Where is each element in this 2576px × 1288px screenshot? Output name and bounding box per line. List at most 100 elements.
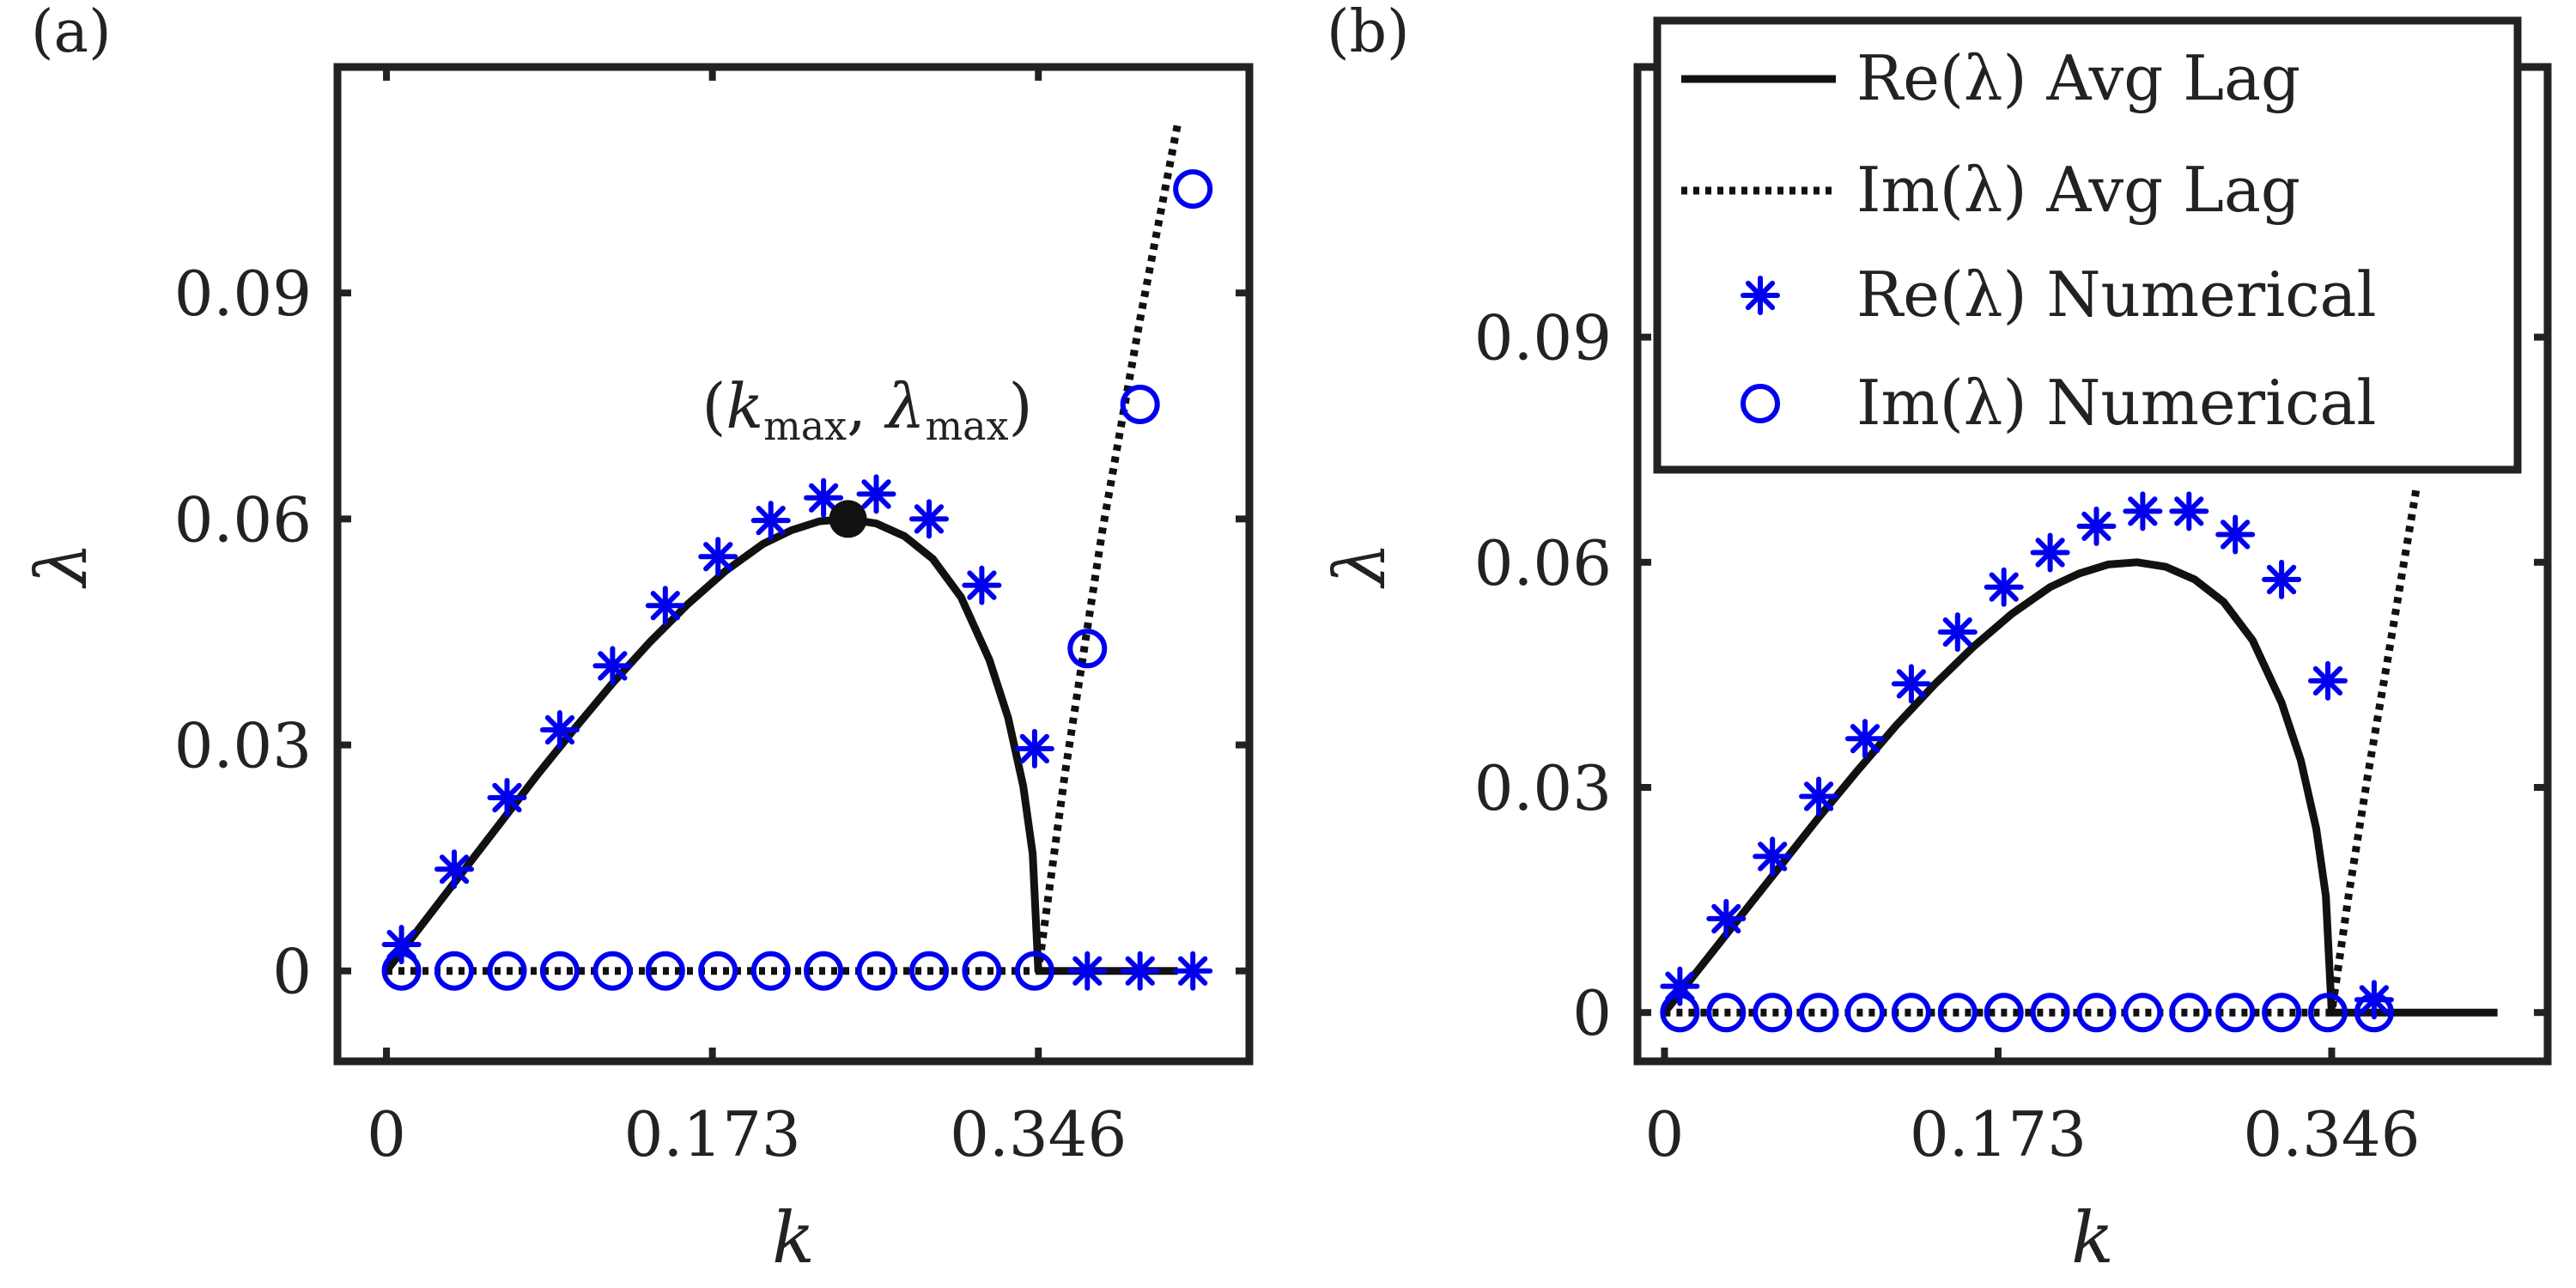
panel-a-re-numerical-point bbox=[592, 646, 633, 686]
panel-a-im-numerical-point bbox=[434, 951, 474, 991]
panel-b-re-numerical-point bbox=[2123, 491, 2163, 532]
panel-b-re-numerical-point bbox=[1984, 567, 2024, 607]
panel-a-im-numerical-point bbox=[1014, 951, 1054, 991]
panel-b-re-numerical-point bbox=[2262, 559, 2302, 599]
panel-a-im-numerical-point bbox=[645, 951, 685, 991]
legend-entry-im-numerical: Im(λ) Numerical bbox=[1856, 367, 2376, 439]
panel-b-re-numerical-point bbox=[1891, 664, 1931, 704]
panel-b-re-numerical-point bbox=[2169, 491, 2209, 532]
panel-b-im-numerical-point bbox=[1706, 993, 1747, 1033]
legend-entry-re-avg-lag: Re(λ) Avg Lag bbox=[1856, 42, 2300, 114]
panel-a-y-axis-label: λ bbox=[21, 542, 103, 589]
panel-a-axes-box bbox=[333, 63, 1254, 1066]
panel-b-im-numerical-point bbox=[2169, 993, 2209, 1033]
panel-a: (a) 0 0.173 0.346 0 0.03 0.06 0.09 k λ (kmax, … bbox=[21, 0, 1254, 1279]
panel-a-x-axis-label: k bbox=[772, 1198, 815, 1279]
panel-a-y-tick-label: 0.06 bbox=[174, 483, 312, 556]
panel-b-re-numerical-point bbox=[2354, 980, 2394, 1020]
panel-b-label: (b) bbox=[1327, 0, 1410, 66]
panel-b-im-numerical-point bbox=[2262, 993, 2302, 1033]
panel-b-im-numerical-point bbox=[1891, 993, 1931, 1033]
panel-b-re-numerical-point bbox=[1706, 898, 1747, 939]
panel-b-re-numerical-point bbox=[1845, 719, 1885, 759]
panel-a-max-point-marker bbox=[829, 500, 867, 538]
panel-b-y-tick-label: 0.03 bbox=[1474, 752, 1612, 824]
panel-a-re-numerical-point bbox=[487, 778, 527, 817]
panel-b-im-numerical-point bbox=[1845, 993, 1885, 1033]
panel-a-re-numerical-point bbox=[804, 477, 844, 518]
panel-a-im-numerical-point bbox=[487, 951, 527, 991]
legend-box bbox=[1653, 16, 2522, 474]
panel-b-im-numerical-point bbox=[2308, 993, 2348, 1033]
panel-b-re-numerical-point bbox=[2076, 506, 2117, 546]
panel-a-series-im-avg-lag-line bbox=[386, 122, 1182, 975]
panel-b-x-tick-label: 0.346 bbox=[2243, 1098, 2420, 1170]
panel-b-re-numerical-point bbox=[2215, 514, 2256, 555]
panel-a-y-tick-label: 0.03 bbox=[174, 710, 312, 782]
panel-a-annotation-kmax-lambdamax: (kmax, λmax) bbox=[702, 370, 1032, 449]
panel-a-label: (a) bbox=[31, 0, 112, 66]
panel-b-re-numerical-point bbox=[1937, 612, 1978, 653]
panel-a-re-numerical-point bbox=[1120, 951, 1160, 991]
panel-a-re-numerical-point bbox=[962, 565, 1002, 605]
panel-a-re-numerical-point bbox=[750, 501, 791, 541]
legend-asterisk-mark bbox=[1741, 276, 1780, 315]
panel-a-im-numerical-point bbox=[381, 951, 422, 991]
panel-b-re-numerical-point bbox=[1753, 836, 1793, 877]
panel-b-y-tick-label: 0.09 bbox=[1474, 302, 1612, 374]
panel-b: (b) 0 0.173 0.346 0 0.03 0.06 0.09 k λ bbox=[1320, 0, 2552, 1279]
panel-b-x-tick-label: 0 bbox=[1645, 1098, 1685, 1170]
panel-b-plot-area: 0 0.173 0.346 0 0.03 0.06 0.09 bbox=[1474, 67, 2548, 1170]
panel-a-im-numerical-point bbox=[698, 951, 738, 991]
panel-b-im-numerical-point bbox=[1799, 993, 1839, 1033]
legend: Re(λ) Avg Lag Im(λ) Avg Lag Re(λ) Numeri… bbox=[1653, 16, 2522, 474]
panel-a-im-numerical-point bbox=[1173, 169, 1213, 210]
panel-b-re-numerical-point bbox=[1799, 776, 1839, 817]
panel-b-im-numerical-point bbox=[2123, 993, 2163, 1033]
panel-a-im-numerical-point bbox=[856, 951, 896, 991]
panel-a-y-tick-label: 0.09 bbox=[174, 258, 312, 330]
panel-b-y-tick-label: 0.06 bbox=[1474, 527, 1612, 599]
panel-a-im-numerical-point bbox=[962, 951, 1002, 991]
panel-a-re-numerical-point bbox=[434, 849, 474, 890]
panel-b-x-tick-label: 0.173 bbox=[1910, 1098, 2087, 1170]
panel-a-im-numerical-point bbox=[750, 951, 791, 991]
panel-b-im-numerical-point bbox=[2215, 993, 2256, 1033]
panel-b-re-numerical-point bbox=[1660, 966, 1700, 1006]
panel-a-re-numerical-point bbox=[698, 537, 738, 577]
panel-a-re-numerical-point bbox=[1173, 951, 1213, 991]
panel-b-im-numerical-point bbox=[2076, 993, 2117, 1033]
panel-b-y-tick-label: 0 bbox=[1572, 977, 1612, 1049]
panel-b-re-numerical-point bbox=[2308, 660, 2348, 701]
panel-b-im-numerical-point bbox=[1984, 993, 2024, 1033]
panel-b-y-axis-label: λ bbox=[1320, 542, 1401, 589]
panel-b-im-numerical-point bbox=[1937, 993, 1978, 1033]
panel-b-series-im-avg-lag-line bbox=[1664, 486, 2421, 1017]
panel-b-im-numerical-point bbox=[2354, 993, 2394, 1033]
panel-a-im-numerical-point bbox=[909, 951, 949, 991]
panel-a-im-numerical-point bbox=[539, 951, 580, 991]
panel-a-x-tick-label: 0.346 bbox=[950, 1098, 1127, 1170]
panel-b-x-axis-label: k bbox=[2071, 1198, 2114, 1279]
panel-b-im-numerical-point bbox=[1660, 993, 1700, 1033]
legend-entry-im-avg-lag: Im(λ) Avg Lag bbox=[1856, 154, 2300, 226]
legend-entry-re-numerical: Re(λ) Numerical bbox=[1856, 258, 2377, 331]
panel-b-im-numerical-point bbox=[1753, 993, 1793, 1033]
panel-a-im-numerical-point bbox=[1067, 629, 1108, 669]
panel-a-re-numerical-point bbox=[539, 710, 580, 750]
panel-a-x-tick-label: 0.173 bbox=[624, 1098, 801, 1170]
legend-asterisk-icon bbox=[1741, 276, 1780, 315]
panel-a-re-numerical-point bbox=[1067, 951, 1108, 991]
panel-a-re-numerical-point bbox=[1014, 728, 1054, 769]
panel-a-re-numerical-point bbox=[645, 586, 685, 626]
panel-b-im-numerical-point bbox=[2030, 993, 2070, 1033]
legend-circle-icon bbox=[1741, 384, 1780, 423]
panel-a-plot-area: 0 0.173 0.346 0 0.03 0.06 0.09 bbox=[174, 67, 1249, 1170]
panel-a-im-numerical-point bbox=[1120, 385, 1160, 424]
panel-b-re-numerical-point bbox=[2030, 532, 2070, 573]
panel-a-re-numerical-point bbox=[909, 499, 949, 539]
panel-b-series-re-avg-lag-line bbox=[1661, 558, 2498, 1017]
panel-a-im-numerical-point bbox=[804, 951, 844, 991]
panel-a-x-tick-label: 0 bbox=[367, 1098, 406, 1170]
